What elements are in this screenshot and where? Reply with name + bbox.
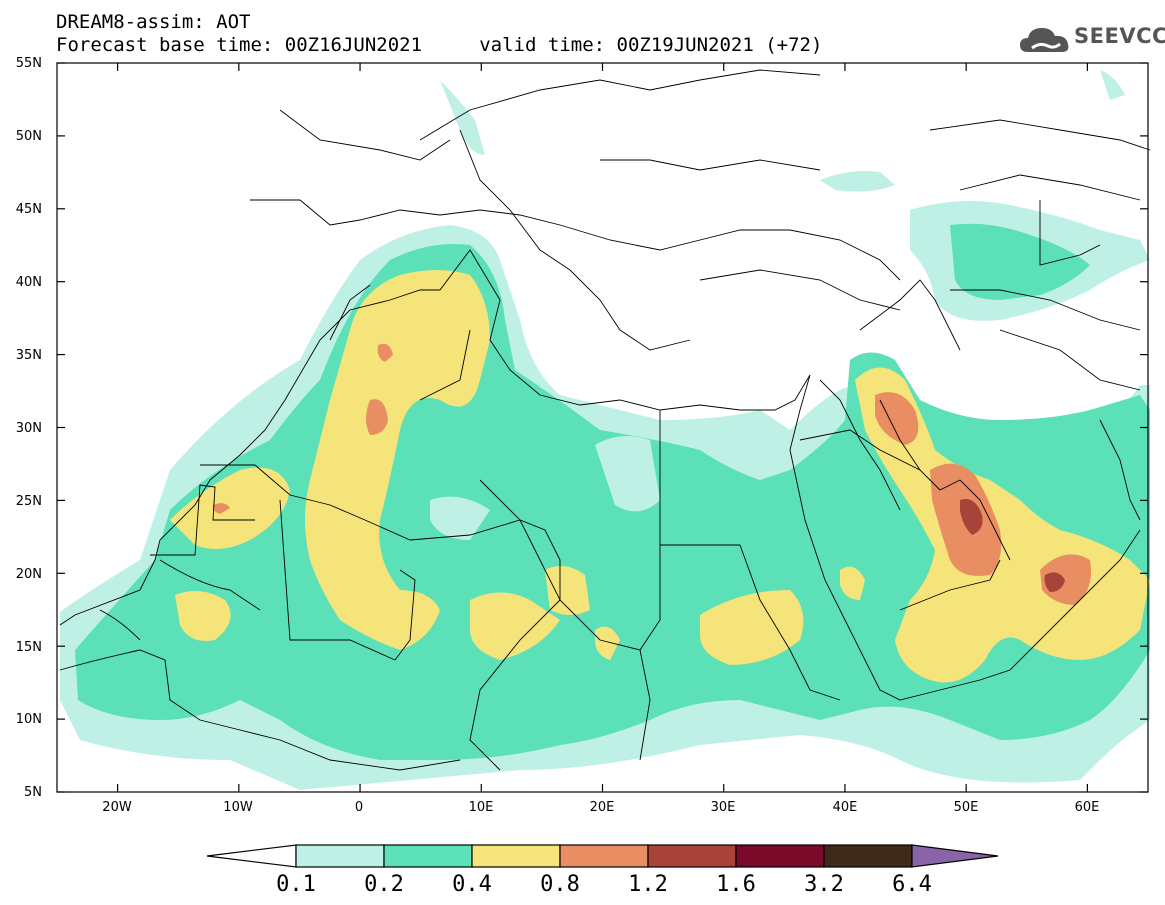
lat-label: 45N — [15, 202, 42, 217]
map-title: DREAM8-assim: AOT — [56, 11, 251, 33]
colorbar-swatch-2 — [383, 844, 473, 868]
colorbar-label: 6.4 — [892, 872, 932, 897]
lat-label: 5N — [24, 785, 42, 800]
colorbar-label: 0.2 — [364, 872, 404, 897]
lat-label: 30N — [15, 421, 42, 436]
colorbar-swatch-1 — [295, 844, 385, 868]
colorbar-label: 0.4 — [452, 872, 492, 897]
colorbar — [206, 844, 999, 868]
lat-label: 10N — [15, 712, 42, 727]
lat-label: 25N — [15, 494, 42, 509]
lon-label: 20E — [589, 800, 615, 815]
colorbar-label: 0.8 — [540, 872, 580, 897]
colorbar-swatch-3 — [471, 844, 561, 868]
lat-label: 15N — [15, 640, 42, 655]
forecast-times: Forecast base time: 00Z16JUN2021 valid t… — [56, 34, 823, 56]
lon-label: 20W — [102, 800, 132, 815]
lon-label: 60E — [1074, 800, 1100, 815]
colorbar-swatch-4 — [559, 844, 649, 868]
lon-label: 10E — [468, 800, 494, 815]
lat-label: 50N — [15, 129, 42, 144]
colorbar-label: 1.2 — [628, 872, 668, 897]
lat-label: 40N — [15, 275, 42, 290]
lon-label: 40E — [832, 800, 858, 815]
colorbar-high-arrow — [911, 844, 999, 868]
colorbar-label: 3.2 — [804, 872, 844, 897]
aot-1.2-1.6 — [960, 499, 1065, 592]
colorbar-swatch-6 — [735, 844, 825, 868]
colorbar-swatch-5 — [647, 844, 737, 868]
axis-ticks — [57, 62, 1148, 793]
cloud-icon — [1020, 28, 1069, 52]
lon-label: 30E — [710, 800, 736, 815]
lat-label: 20N — [15, 567, 42, 582]
aot-field — [60, 70, 1150, 790]
lat-label: 55N — [15, 56, 42, 71]
seevccc-logo: SEEVCCC — [1018, 22, 1165, 58]
colorbar-label: 1.6 — [716, 872, 756, 897]
colorbar-swatch-7 — [823, 844, 913, 868]
coastlines-borders — [59, 69, 1151, 771]
lon-label: 50E — [953, 800, 979, 815]
colorbar-label: 0.1 — [276, 872, 316, 897]
lon-label: 10W — [223, 800, 253, 815]
lon-label: 0 — [354, 800, 364, 815]
colorbar-low-arrow — [206, 844, 297, 868]
lat-label: 35N — [15, 348, 42, 363]
logo-text: SEEVCCC — [1074, 24, 1165, 48]
